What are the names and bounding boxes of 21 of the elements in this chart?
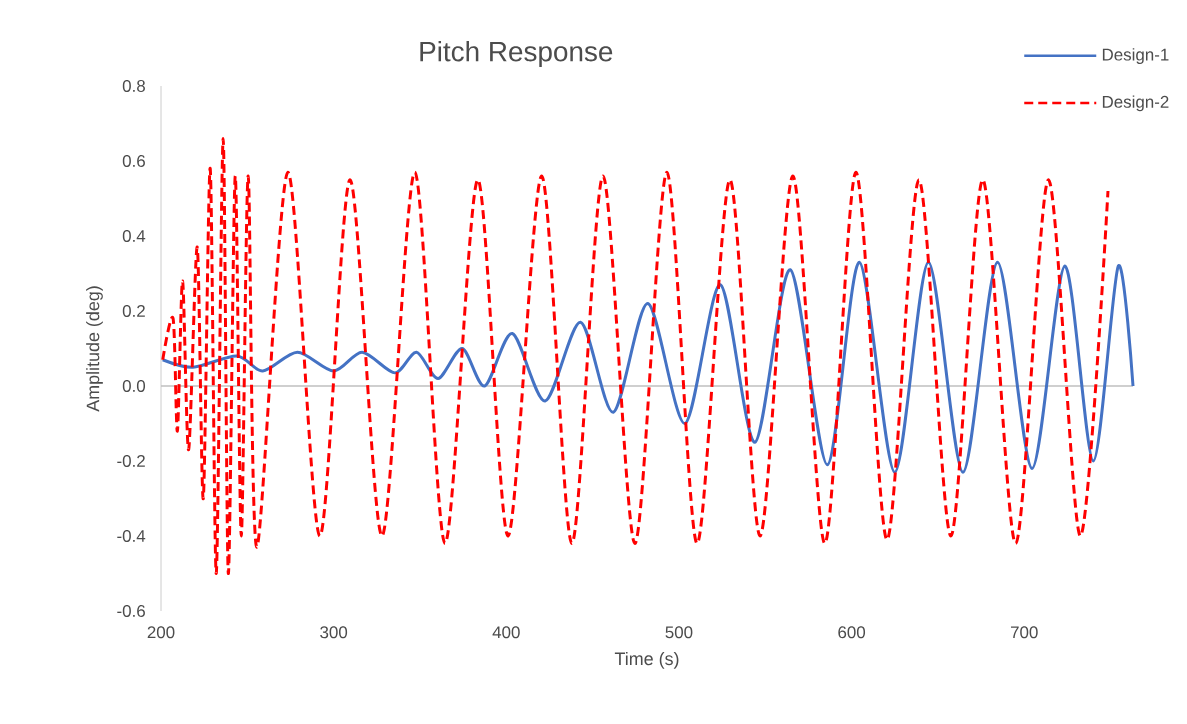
y-tick-label: 0.0 [122, 380, 146, 392]
x-tick-label: 500 [665, 626, 693, 639]
y-tick-label: 0.8 [122, 80, 145, 92]
x-tick-label: 300 [320, 626, 348, 639]
y-tick-label: -0.4 [117, 530, 146, 542]
line-series [161, 137, 1110, 575]
y-tick-label: 0.6 [122, 155, 145, 167]
legend-label: Design-2 [1102, 95, 1169, 112]
x-axis-title: Time (s) [614, 651, 679, 669]
y-tick-label: 0.4 [122, 230, 146, 242]
x-tick-label: 200 [147, 626, 175, 639]
x-tick-label: 400 [492, 626, 520, 639]
legend-label: Design-1 [1102, 48, 1169, 64]
y-tick-label: -0.6 [117, 605, 145, 617]
chart-title: Pitch Response [420, 40, 613, 67]
y-axis-title: Amplitude (deg) [86, 286, 103, 412]
line-series [161, 260, 1135, 474]
y-tick-label: -0.2 [117, 455, 145, 467]
x-tick-label: 700 [1010, 626, 1038, 639]
y-tick-label: 0.2 [122, 305, 145, 317]
x-tick-label: 600 [838, 626, 866, 639]
